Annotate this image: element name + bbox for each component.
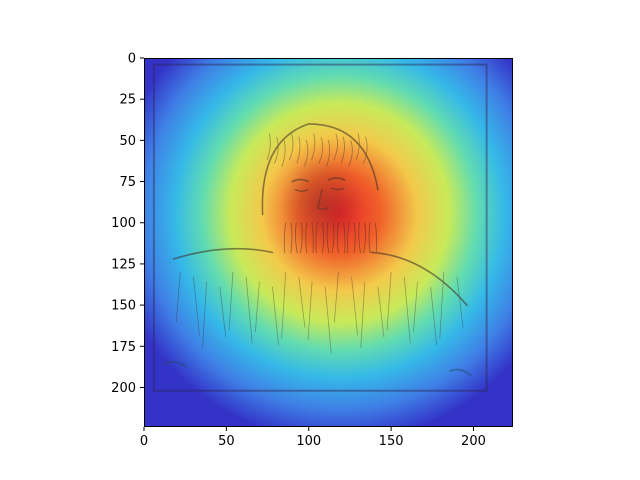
y-tick-label: 50 [119, 134, 136, 149]
y-tick-label: 125 [111, 257, 136, 272]
plot-area [144, 58, 513, 427]
y-tick-label: 75 [119, 175, 136, 190]
plot-frame [144, 58, 513, 427]
y-axis: 0 25 50 75 100 125 150 175 200 [111, 52, 144, 396]
x-tick-label: 50 [218, 434, 235, 449]
y-tick-label: 0 [128, 52, 136, 67]
x-tick-label: 100 [296, 434, 321, 449]
y-tick-label: 150 [111, 299, 136, 314]
engraving-border [152, 63, 488, 392]
y-tick-label: 100 [111, 216, 136, 231]
portrait-underlay-image [152, 63, 488, 392]
y-tick-label: 200 [111, 381, 136, 396]
x-tick-label: 150 [379, 434, 404, 449]
x-tick-label: 0 [140, 434, 148, 449]
y-tick-label: 175 [111, 340, 136, 355]
x-axis: 0 50 100 150 200 [140, 427, 486, 449]
x-tick-label: 200 [461, 434, 486, 449]
face-shading [279, 154, 364, 251]
y-tick-label: 25 [119, 93, 136, 108]
